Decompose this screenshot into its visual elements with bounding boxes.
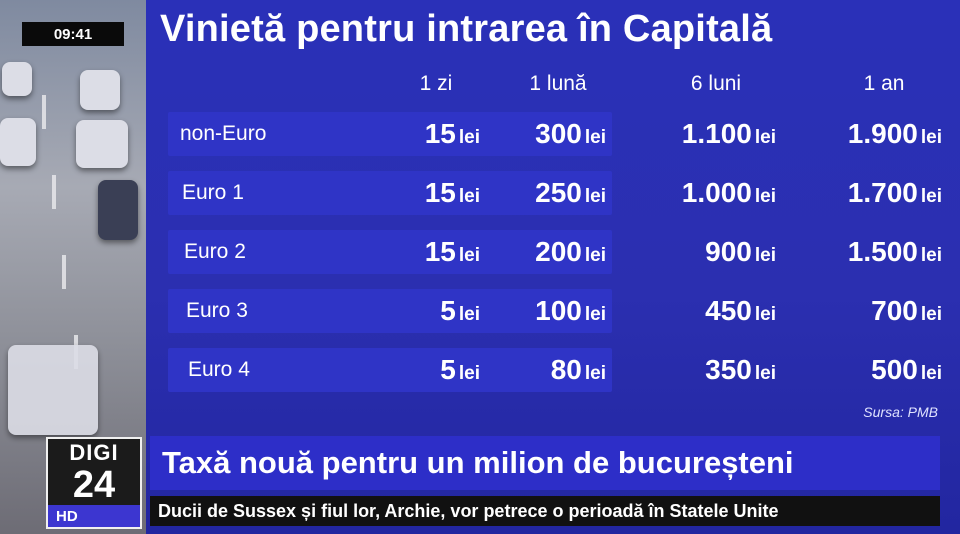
price-value: 250 xyxy=(535,177,582,208)
row-label: Euro 4 xyxy=(188,358,250,381)
price-unit: lei xyxy=(920,127,942,148)
price-cell: 350 lei xyxy=(646,354,776,386)
price-value: 1.000 xyxy=(681,177,752,208)
price-value: 15 xyxy=(424,177,456,208)
price-cell: 1.900 lei xyxy=(812,118,942,150)
price-unit: lei xyxy=(458,363,480,384)
row-label: Euro 3 xyxy=(186,299,248,322)
price-cell: 15 lei xyxy=(350,118,480,150)
price-cell: 5 lei xyxy=(350,295,480,327)
price-unit: lei xyxy=(754,304,776,325)
table-row: non-Euro xyxy=(168,112,612,156)
table-row: Euro 1 xyxy=(168,171,612,215)
price-value: 5 xyxy=(440,295,456,326)
price-unit: lei xyxy=(458,186,480,207)
row-label: Euro 2 xyxy=(184,240,246,263)
price-cell: 15 lei xyxy=(350,177,480,209)
table-row: Euro 2 xyxy=(168,230,612,274)
price-unit: lei xyxy=(754,363,776,384)
price-value: 1.700 xyxy=(847,177,918,208)
price-unit: lei xyxy=(458,304,480,325)
price-value: 900 xyxy=(705,236,752,267)
logo-wordmark: DIGI xyxy=(69,440,119,465)
price-value: 450 xyxy=(705,295,752,326)
price-unit: lei xyxy=(754,186,776,207)
car-image xyxy=(80,70,120,110)
price-value: 15 xyxy=(424,118,456,149)
car-image xyxy=(8,345,98,435)
panel-title: Vinietă pentru intrarea în Capitală xyxy=(160,8,773,50)
table-row: Euro 3 xyxy=(168,289,612,333)
price-value: 1.100 xyxy=(681,118,752,149)
price-unit: lei xyxy=(754,245,776,266)
price-cell: 15 lei xyxy=(350,236,480,268)
hd-badge: HD xyxy=(48,505,140,527)
price-value: 1.900 xyxy=(847,118,918,149)
row-label: Euro 1 xyxy=(182,181,244,204)
column-header-1-year: 1 an xyxy=(863,72,905,95)
price-unit: lei xyxy=(920,363,942,384)
price-cell: 900 lei xyxy=(646,236,776,268)
car-image xyxy=(76,120,128,168)
lane-marking xyxy=(42,95,46,129)
price-cell: 700 lei xyxy=(812,295,942,327)
row-label: non-Euro xyxy=(180,122,267,145)
price-unit: lei xyxy=(458,245,480,266)
column-header-1-month: 1 lună xyxy=(529,72,587,95)
price-cell: 1.100 lei xyxy=(646,118,776,150)
price-value: 1.500 xyxy=(847,236,918,267)
price-value: 15 xyxy=(424,236,456,267)
car-image xyxy=(98,180,138,240)
car-image xyxy=(2,62,32,96)
lane-marking xyxy=(52,175,56,209)
price-unit: lei xyxy=(920,186,942,207)
price-value: 350 xyxy=(705,354,752,385)
price-unit: lei xyxy=(584,363,606,384)
source-credit: Sursa: PMB xyxy=(863,404,938,420)
price-value: 200 xyxy=(535,236,582,267)
price-cell: 1.700 lei xyxy=(812,177,942,209)
price-value: 80 xyxy=(550,354,582,385)
news-ticker: Ducii de Sussex și fiul lor, Archie, vor… xyxy=(150,496,940,526)
price-value: 300 xyxy=(535,118,582,149)
car-image xyxy=(0,118,36,166)
price-value: 700 xyxy=(871,295,918,326)
price-cell: 500 lei xyxy=(812,354,942,386)
price-cell: 5 lei xyxy=(350,354,480,386)
price-value: 5 xyxy=(440,354,456,385)
price-cell: 1.500 lei xyxy=(812,236,942,268)
price-cell: 1.000 lei xyxy=(646,177,776,209)
price-unit: lei xyxy=(584,186,606,207)
price-unit: lei xyxy=(920,304,942,325)
price-cell: 100 lei xyxy=(476,295,606,327)
price-value: 100 xyxy=(535,295,582,326)
channel-logo: DIGI 24 HD xyxy=(46,437,142,529)
price-value: 500 xyxy=(871,354,918,385)
price-unit: lei xyxy=(920,245,942,266)
table-row: Euro 4 xyxy=(168,348,612,392)
lane-marking xyxy=(62,255,66,289)
price-unit: lei xyxy=(584,245,606,266)
clock-display: 09:41 xyxy=(22,22,124,46)
price-unit: lei xyxy=(584,304,606,325)
price-cell: 450 lei xyxy=(646,295,776,327)
price-cell: 300 lei xyxy=(476,118,606,150)
price-cell: 200 lei xyxy=(476,236,606,268)
column-header-1-day: 1 zi xyxy=(419,72,453,95)
column-header-6-months: 6 luni xyxy=(690,72,742,95)
price-cell: 250 lei xyxy=(476,177,606,209)
price-unit: lei xyxy=(584,127,606,148)
news-headline: Taxă nouă pentru un milion de bucureșten… xyxy=(150,436,940,490)
price-unit: lei xyxy=(754,127,776,148)
logo-number: 24 xyxy=(72,463,116,506)
price-unit: lei xyxy=(458,127,480,148)
price-cell: 80 lei xyxy=(476,354,606,386)
camera-feed: 09:41 xyxy=(0,0,150,534)
